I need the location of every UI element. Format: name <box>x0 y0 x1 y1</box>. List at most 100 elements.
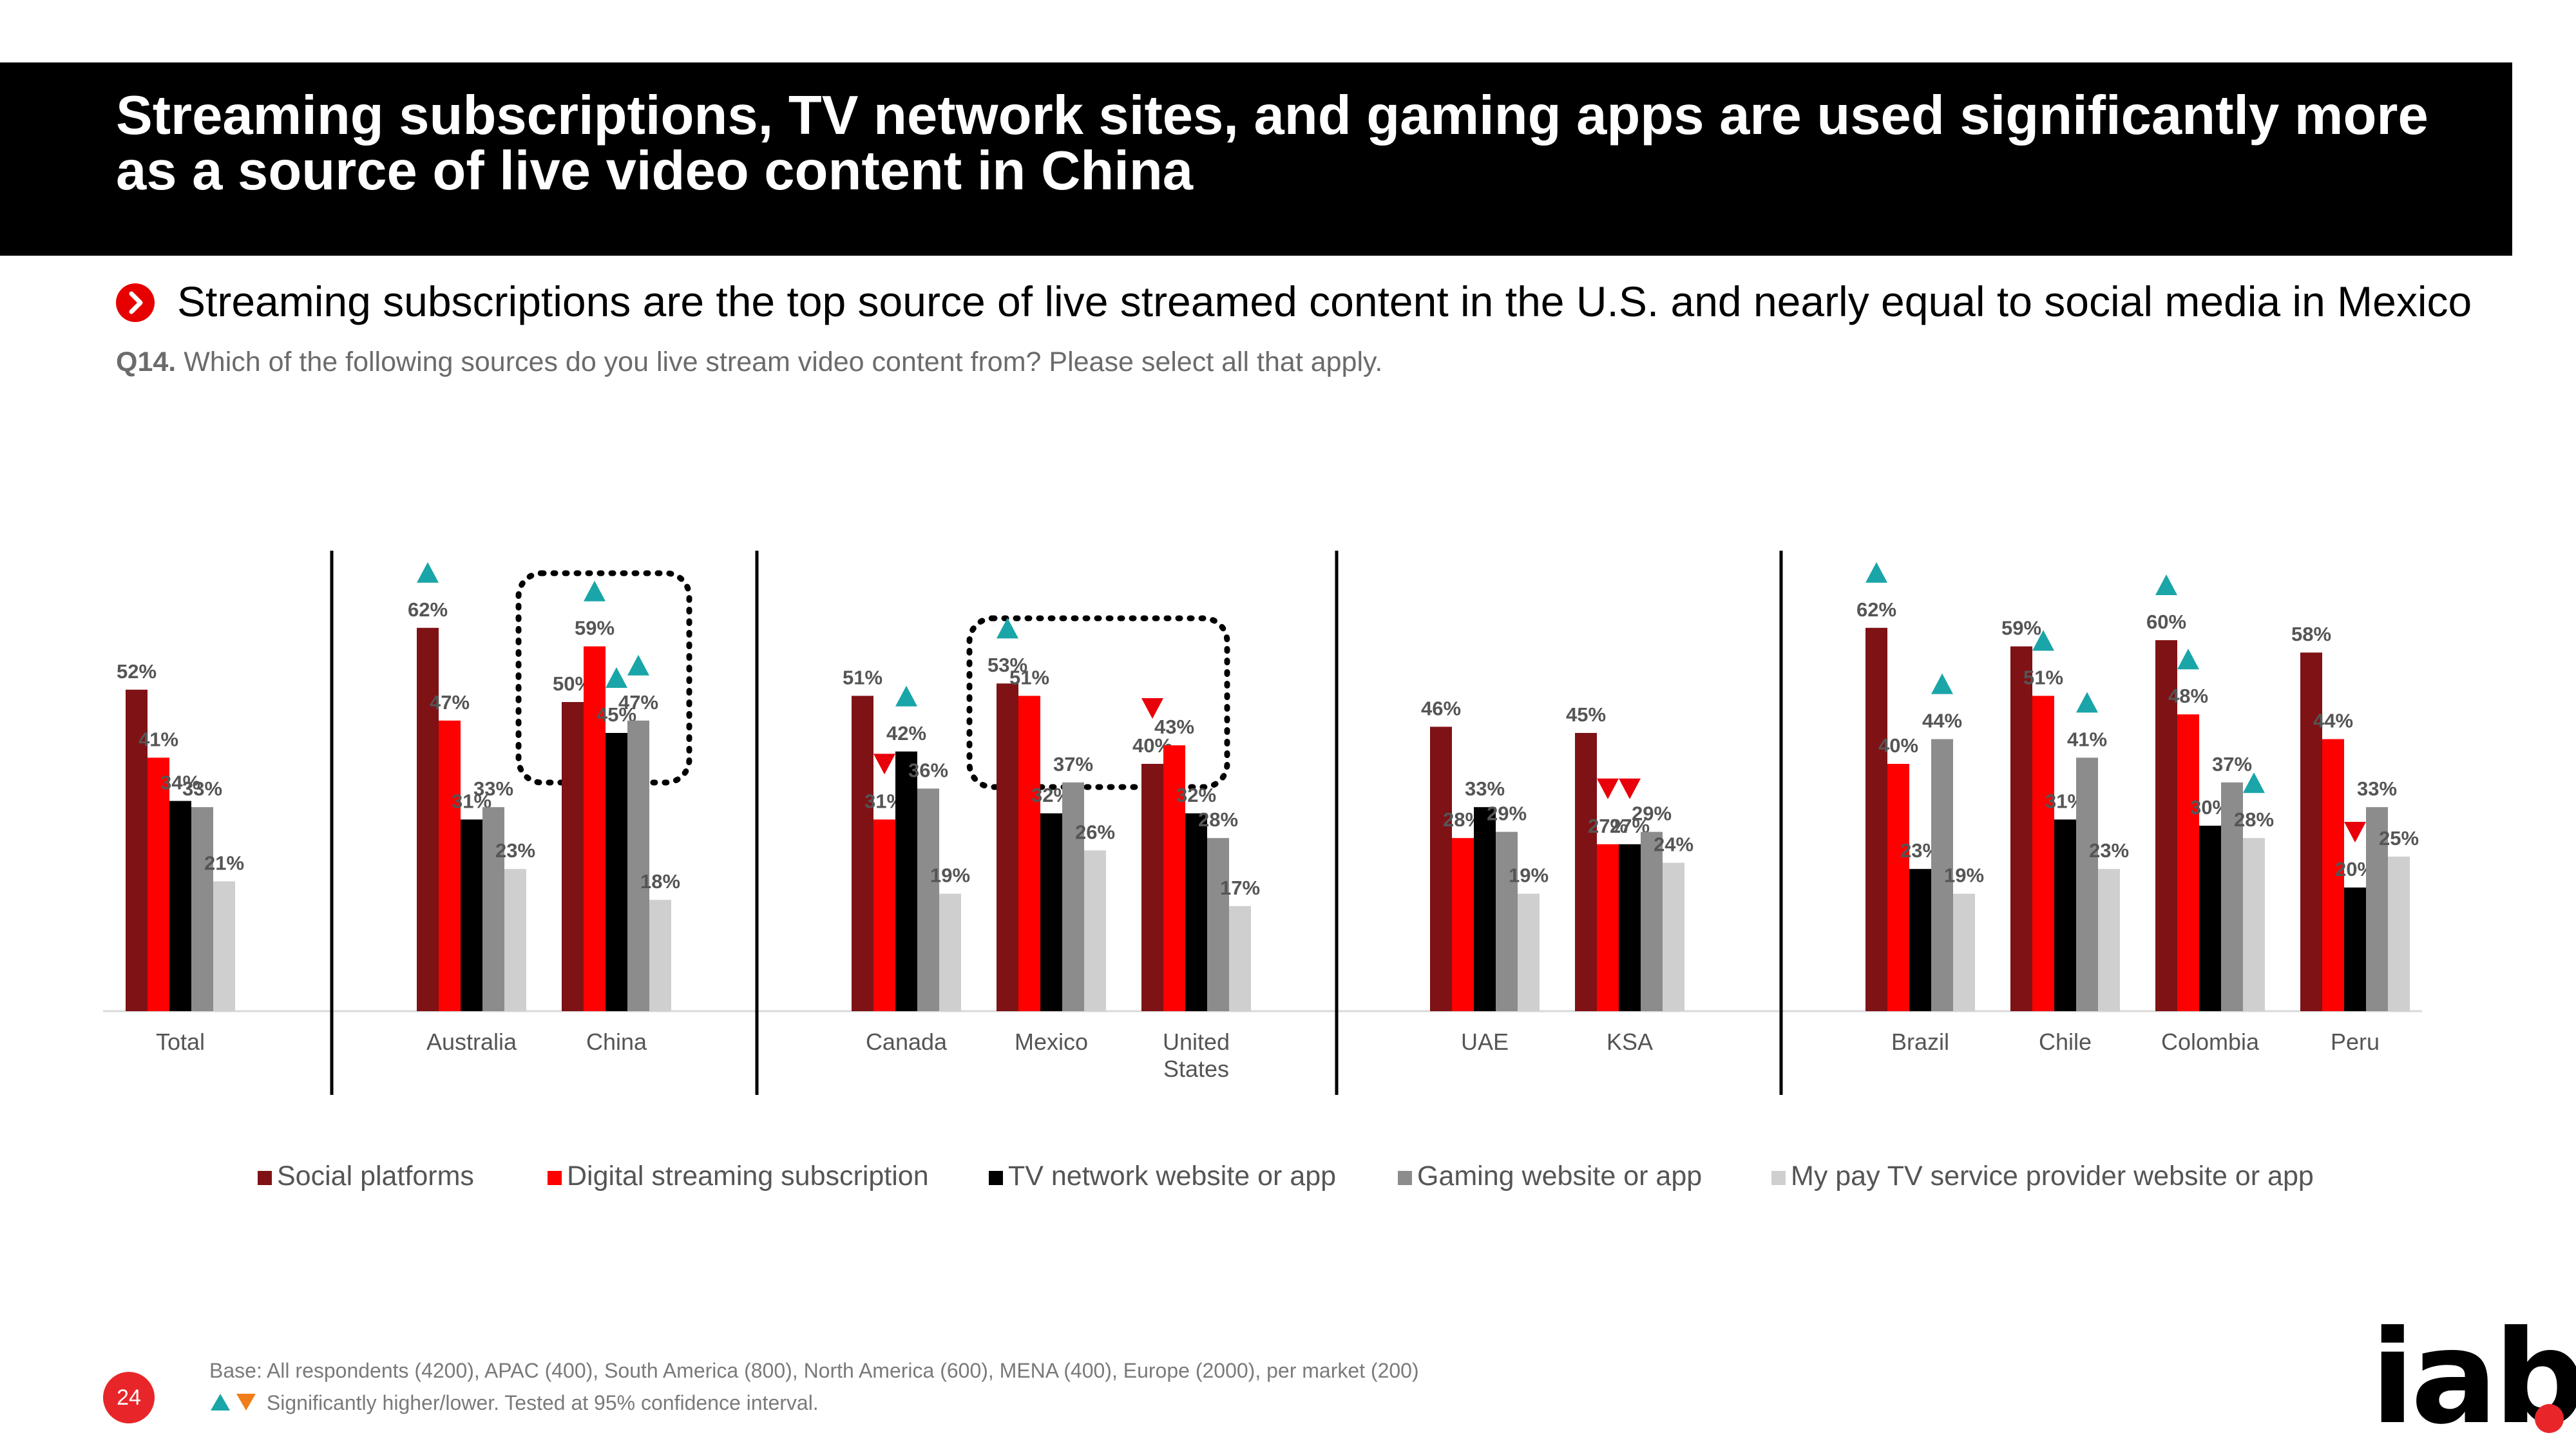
x-tick-label: States <box>1163 1056 1229 1082</box>
data-label: 51% <box>2023 666 2063 689</box>
bar-digital-streaming-subscription-brazil <box>1887 764 1909 1011</box>
bar-my-pay-tv-service-provider-website-or-app-colombia <box>2243 838 2265 1011</box>
sig-higher-icon <box>627 654 649 676</box>
data-label: 41% <box>2067 728 2107 750</box>
data-label: 24% <box>1654 833 1693 856</box>
bar-my-pay-tv-service-provider-website-or-app-peru <box>2388 857 2410 1011</box>
bar-digital-streaming-subscription-uae <box>1452 838 1474 1011</box>
bar-gaming-website-or-app-peru <box>2366 807 2388 1011</box>
bar-social-platforms-uae <box>1430 726 1452 1011</box>
data-label: 34% <box>160 772 200 794</box>
data-label: 52% <box>117 660 157 683</box>
data-label: 36% <box>908 759 948 781</box>
data-label: 18% <box>640 870 680 893</box>
data-label: 21% <box>204 851 244 874</box>
bar-digital-streaming-subscription-united-states <box>1163 745 1185 1011</box>
bar-my-pay-tv-service-provider-website-or-app-canada <box>939 893 961 1011</box>
bar-tv-network-website-or-app-australia <box>461 819 482 1011</box>
sig-higher-icon <box>2177 649 2199 670</box>
x-tick-label: China <box>586 1029 647 1055</box>
data-label: 37% <box>2212 753 2252 775</box>
title-banner: Streaming subscriptions, TV network site… <box>0 62 2512 256</box>
data-label: 48% <box>2168 685 2208 707</box>
data-label: 41% <box>138 728 178 750</box>
data-label: 23% <box>495 839 535 862</box>
bar-social-platforms-mexico <box>997 683 1018 1011</box>
sig-higher-icon <box>606 667 627 688</box>
data-label: 32% <box>1176 784 1216 806</box>
data-label: 33% <box>473 777 513 800</box>
sig-higher-icon <box>2155 575 2177 595</box>
significance-text: Significantly higher/lower. Tested at 95… <box>266 1391 819 1414</box>
bar-gaming-website-or-app-colombia <box>2221 782 2243 1011</box>
legend-swatch <box>989 1171 1003 1185</box>
sig-higher-icon <box>2032 630 2054 651</box>
sig-lower-icon <box>1597 778 1619 799</box>
bar-tv-network-website-or-app-canada <box>895 751 917 1011</box>
bar-social-platforms-colombia <box>2155 640 2177 1011</box>
significance-note: Significantly higher/lower. Tested at 95… <box>209 1391 819 1417</box>
sig-lower-icon <box>1619 778 1641 799</box>
data-label: 42% <box>886 722 926 745</box>
legend-swatch <box>548 1171 562 1185</box>
data-label: 28% <box>2234 808 2274 831</box>
bar-gaming-website-or-app-chile <box>2076 757 2098 1011</box>
data-label: 51% <box>1009 666 1049 689</box>
question-number: Q14. <box>116 347 177 377</box>
data-label: 17% <box>1220 877 1260 899</box>
bar-social-platforms-china <box>562 702 584 1011</box>
bar-digital-streaming-subscription-canada <box>873 819 895 1011</box>
data-label: 33% <box>2357 777 2397 800</box>
bar-tv-network-website-or-app-peru <box>2344 888 2366 1011</box>
bar-social-platforms-total <box>126 689 148 1011</box>
sig-lower-icon <box>873 754 895 775</box>
data-label: 45% <box>1566 703 1606 726</box>
highlight-box-mexico <box>966 615 1230 790</box>
bar-my-pay-tv-service-provider-website-or-app-united-states <box>1229 906 1251 1011</box>
legend-swatch <box>258 1171 272 1185</box>
bar-tv-network-website-or-app-united-states <box>1185 813 1207 1011</box>
x-tick-label: Colombia <box>2161 1029 2260 1055</box>
data-label: 47% <box>430 691 470 714</box>
bar-tv-network-website-or-app-total <box>169 801 191 1011</box>
data-label: 23% <box>2089 839 2129 862</box>
x-tick-label: Total <box>156 1029 205 1055</box>
bar-my-pay-tv-service-provider-website-or-app-total <box>213 881 235 1011</box>
bar-digital-streaming-subscription-australia <box>439 720 461 1011</box>
data-label: 29% <box>1487 802 1527 825</box>
page-title: Streaming subscriptions, TV network site… <box>116 85 2428 202</box>
bar-tv-network-website-or-app-china <box>606 733 627 1011</box>
bar-my-pay-tv-service-provider-website-or-app-china <box>649 900 671 1011</box>
bar-my-pay-tv-service-provider-website-or-app-chile <box>2098 869 2120 1011</box>
data-label: 59% <box>575 617 615 640</box>
data-label: 26% <box>1075 821 1115 843</box>
legend-label: Digital streaming subscription <box>567 1161 929 1192</box>
x-tick-label: Brazil <box>1891 1029 1949 1055</box>
sig-lower-icon <box>2344 822 2366 842</box>
sig-higher-icon <box>997 618 1018 639</box>
question-text: Which of the following sources do you li… <box>184 347 1383 377</box>
bar-gaming-website-or-app-australia <box>482 807 504 1011</box>
data-label: 53% <box>987 654 1027 676</box>
x-tick-label: Peru <box>2331 1029 2380 1055</box>
bar-digital-streaming-subscription-mexico <box>1018 696 1040 1011</box>
data-label: 43% <box>1154 716 1194 738</box>
page-number: 24 <box>103 1372 155 1423</box>
sig-higher-icon <box>1931 673 1953 694</box>
bar-gaming-website-or-app-canada <box>917 788 939 1011</box>
data-label: 44% <box>1922 710 1962 732</box>
bar-social-platforms-peru <box>2300 652 2322 1011</box>
sig-higher-icon <box>584 580 606 602</box>
data-label: 62% <box>1856 598 1896 621</box>
survey-question: Q14. Which of the following sources do y… <box>116 347 1382 378</box>
sig-lower-icon <box>1141 698 1163 719</box>
x-tick-label: KSA <box>1607 1029 1653 1055</box>
data-label: 33% <box>182 777 222 800</box>
bar-social-platforms-chile <box>2010 646 2032 1011</box>
base-note: Base: All respondents (4200), APAC (400)… <box>209 1359 1419 1382</box>
data-label: 59% <box>2001 617 2041 640</box>
data-label: 19% <box>1509 864 1549 887</box>
bar-gaming-website-or-app-brazil <box>1931 739 1953 1011</box>
data-label: 62% <box>408 598 448 621</box>
